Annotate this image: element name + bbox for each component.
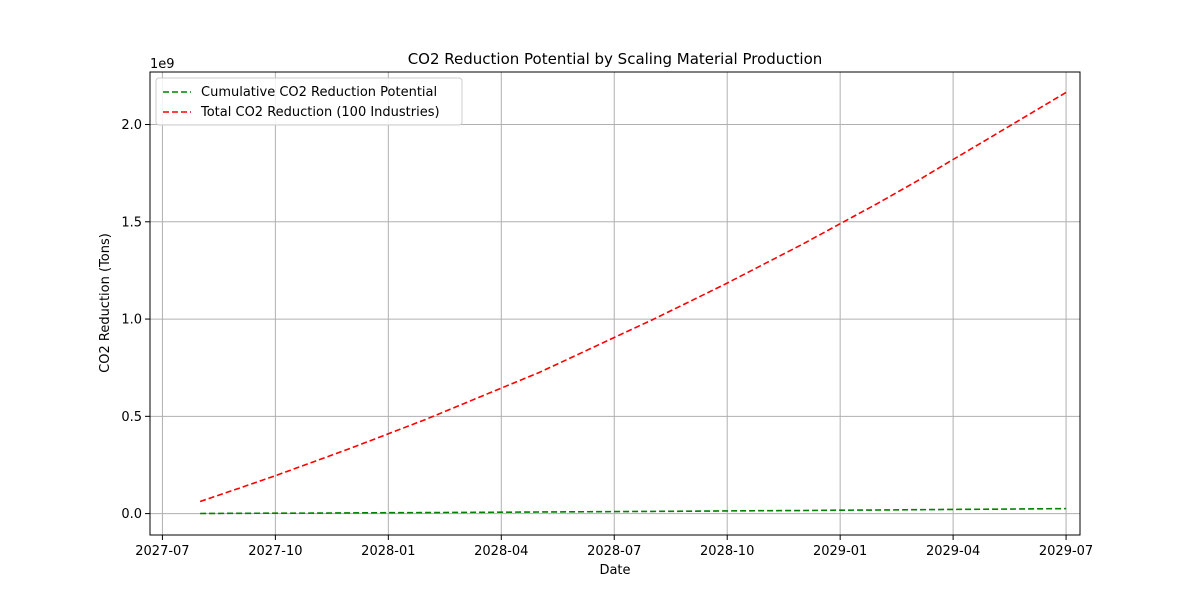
series-line-1 bbox=[199, 91, 1067, 503]
legend-label-total: Total CO2 Reduction (100 Industries) bbox=[200, 105, 440, 120]
x-tick-label: 2027-07 bbox=[135, 544, 189, 559]
grid bbox=[150, 72, 1080, 535]
legend-label-cumulative: Cumulative CO2 Reduction Potential bbox=[201, 85, 437, 100]
x-tick-label: 2029-07 bbox=[1039, 544, 1093, 559]
y-tick-label: 1.5 bbox=[121, 215, 142, 230]
x-axis-ticks: 2027-07 2027-10 2028-01 2028-04 2028-07 2028-… bbox=[135, 535, 1093, 559]
legend: Cumulative CO2 Reduction Potential Total… bbox=[155, 77, 463, 126]
x-tick-label: 2027-10 bbox=[248, 544, 302, 559]
x-tick-label: 2028-10 bbox=[700, 544, 754, 559]
y-tick-label: 0.5 bbox=[121, 410, 142, 425]
plot-frame bbox=[149, 71, 1081, 536]
y-axis-multiplier: 1e9 bbox=[150, 57, 175, 72]
legend-box bbox=[155, 77, 463, 126]
y-axis-ticks: 0.0 0.5 1.0 1.5 2.0 bbox=[121, 118, 150, 522]
x-tick-label: 2029-04 bbox=[926, 544, 980, 559]
x-tick-label: 2029-01 bbox=[813, 544, 867, 559]
x-axis-title: Date bbox=[599, 563, 630, 578]
y-tick-label: 2.0 bbox=[121, 118, 142, 133]
series-line-0 bbox=[200, 507, 1067, 515]
series-lines bbox=[199, 91, 1067, 515]
x-tick-label: 2028-04 bbox=[474, 544, 528, 559]
x-tick-label: 2028-07 bbox=[587, 544, 641, 559]
x-tick-label: 2028-01 bbox=[361, 544, 415, 559]
y-axis-title: CO2 Reduction (Tons) bbox=[98, 233, 113, 373]
y-tick-label: 0.0 bbox=[121, 507, 142, 522]
y-tick-label: 1.0 bbox=[121, 313, 142, 328]
chart-title: CO2 Reduction Potential by Scaling Mater… bbox=[408, 50, 823, 68]
